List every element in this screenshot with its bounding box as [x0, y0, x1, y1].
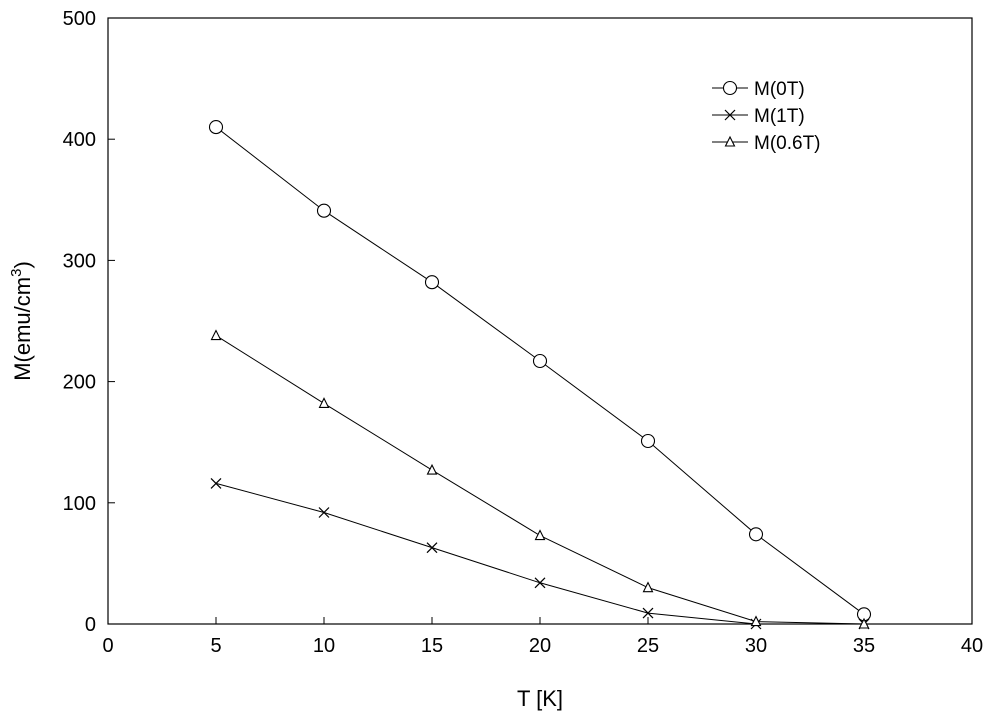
data-point — [211, 478, 221, 488]
x-tick-label: 15 — [421, 635, 443, 657]
legend-label: M(0T) — [754, 79, 805, 100]
legend-marker — [724, 82, 737, 95]
y-tick-label: 300 — [63, 250, 96, 272]
data-point — [534, 354, 547, 367]
y-tick-label: 400 — [63, 129, 96, 151]
data-point — [536, 531, 545, 540]
series-line — [216, 127, 864, 614]
y-tick-label: 500 — [63, 8, 96, 30]
legend: M(0T) M(1T) M(0.6T) — [712, 79, 821, 154]
y-axis-title-main: M(emu/cm — [10, 277, 35, 381]
y-tick-label: 0 — [85, 614, 96, 636]
y-axis-title-close: ) — [10, 261, 35, 268]
x-tick-label: 5 — [210, 635, 221, 657]
x-tick-label: 25 — [637, 635, 659, 657]
legend-label: M(0.6T) — [754, 133, 821, 154]
series-layer — [210, 121, 871, 629]
y-axis-title: M(emu/cm3) — [8, 261, 35, 381]
data-point — [750, 528, 763, 541]
data-point — [426, 276, 439, 289]
x-axis-ticks: 0 5 10 15 20 25 30 35 40 — [102, 617, 983, 657]
x-tick-label: 10 — [313, 635, 335, 657]
legend-entry: M(0T) — [712, 79, 805, 100]
y-tick-label: 100 — [63, 493, 96, 515]
data-point — [318, 204, 331, 217]
legend-entry: M(1T) — [712, 106, 805, 127]
legend-label: M(1T) — [754, 106, 805, 127]
data-point — [212, 331, 221, 340]
series-x — [211, 478, 869, 629]
x-tick-label: 35 — [853, 635, 875, 657]
data-point — [428, 465, 437, 474]
x-axis-title: T [K] — [517, 686, 563, 711]
x-tick-label: 40 — [961, 635, 983, 657]
y-axis-ticks: 0 100 200 300 400 500 — [63, 8, 115, 636]
x-tick-label: 0 — [102, 635, 113, 657]
data-point — [535, 578, 545, 588]
x-tick-label: 20 — [529, 635, 551, 657]
data-point — [319, 507, 329, 517]
data-point — [210, 121, 223, 134]
x-tick-label: 30 — [745, 635, 767, 657]
series-line — [216, 336, 864, 624]
legend-entry: M(0.6T) — [712, 133, 821, 154]
series-line — [216, 483, 864, 624]
y-tick-label: 200 — [63, 372, 96, 394]
data-point — [320, 398, 329, 407]
data-point — [644, 583, 653, 592]
data-point — [427, 543, 437, 553]
y-axis-title-superscript: 3 — [8, 269, 25, 277]
data-point — [642, 434, 655, 447]
series-circle — [210, 121, 871, 621]
